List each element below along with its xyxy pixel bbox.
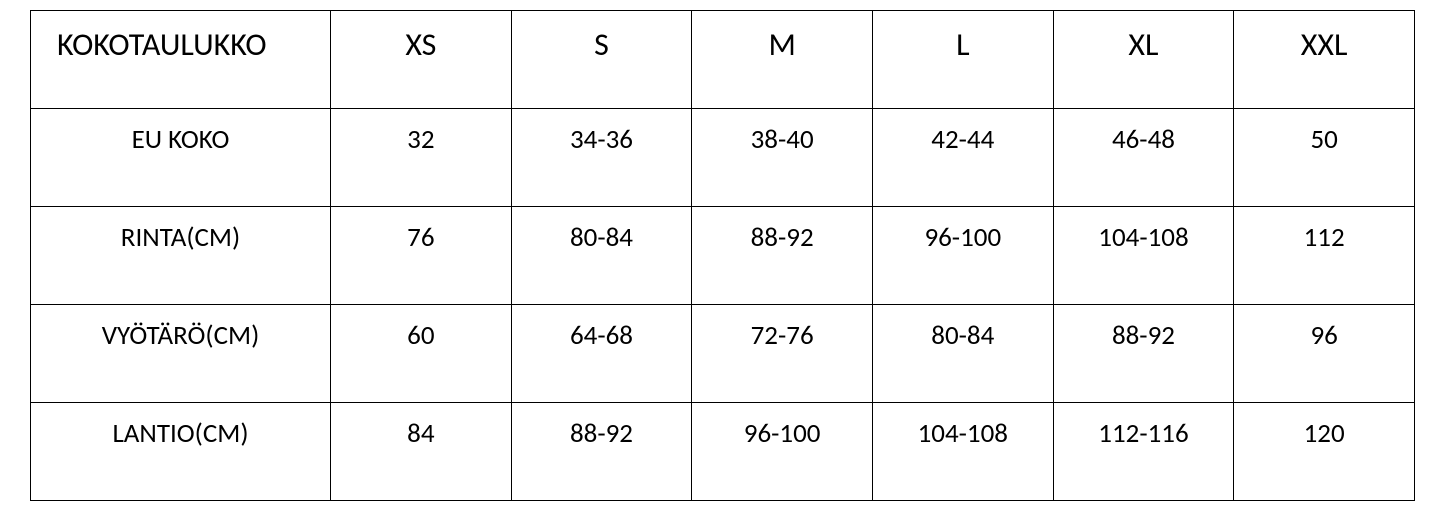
table-row: EU KOKO 32 34-36 38-40 42-44 46-48 50	[31, 109, 1415, 207]
cell: 96	[1234, 305, 1415, 403]
cell: 34-36	[511, 109, 692, 207]
cell: 112	[1234, 207, 1415, 305]
header-m: M	[692, 11, 873, 109]
cell: 104-108	[872, 403, 1053, 501]
cell: 104-108	[1053, 207, 1234, 305]
cell: 112-116	[1053, 403, 1234, 501]
cell: 60	[331, 305, 512, 403]
row-label: LANTIO(CM)	[31, 403, 331, 501]
header-xs: XS	[331, 11, 512, 109]
header-xl: XL	[1053, 11, 1234, 109]
header-l: L	[872, 11, 1053, 109]
cell: 88-92	[1053, 305, 1234, 403]
table-row: VYÖTÄRÖ(CM) 60 64-68 72-76 80-84 88-92 9…	[31, 305, 1415, 403]
cell: 80-84	[511, 207, 692, 305]
table-header-row: KOKOTAULUKKO XS S M L XL XXL	[31, 11, 1415, 109]
cell: 80-84	[872, 305, 1053, 403]
cell: 38-40	[692, 109, 873, 207]
table-row: RINTA(CM) 76 80-84 88-92 96-100 104-108 …	[31, 207, 1415, 305]
cell: 88-92	[692, 207, 873, 305]
cell: 120	[1234, 403, 1415, 501]
row-label: EU KOKO	[31, 109, 331, 207]
size-table: KOKOTAULUKKO XS S M L XL XXL EU KOKO 32 …	[30, 10, 1415, 501]
table-row: LANTIO(CM) 84 88-92 96-100 104-108 112-1…	[31, 403, 1415, 501]
cell: 76	[331, 207, 512, 305]
cell: 42-44	[872, 109, 1053, 207]
cell: 96-100	[872, 207, 1053, 305]
row-label: RINTA(CM)	[31, 207, 331, 305]
cell: 96-100	[692, 403, 873, 501]
cell: 50	[1234, 109, 1415, 207]
cell: 84	[331, 403, 512, 501]
header-title: KOKOTAULUKKO	[31, 11, 331, 109]
cell: 88-92	[511, 403, 692, 501]
header-xxl: XXL	[1234, 11, 1415, 109]
cell: 46-48	[1053, 109, 1234, 207]
cell: 32	[331, 109, 512, 207]
cell: 64-68	[511, 305, 692, 403]
cell: 72-76	[692, 305, 873, 403]
header-s: S	[511, 11, 692, 109]
row-label: VYÖTÄRÖ(CM)	[31, 305, 331, 403]
